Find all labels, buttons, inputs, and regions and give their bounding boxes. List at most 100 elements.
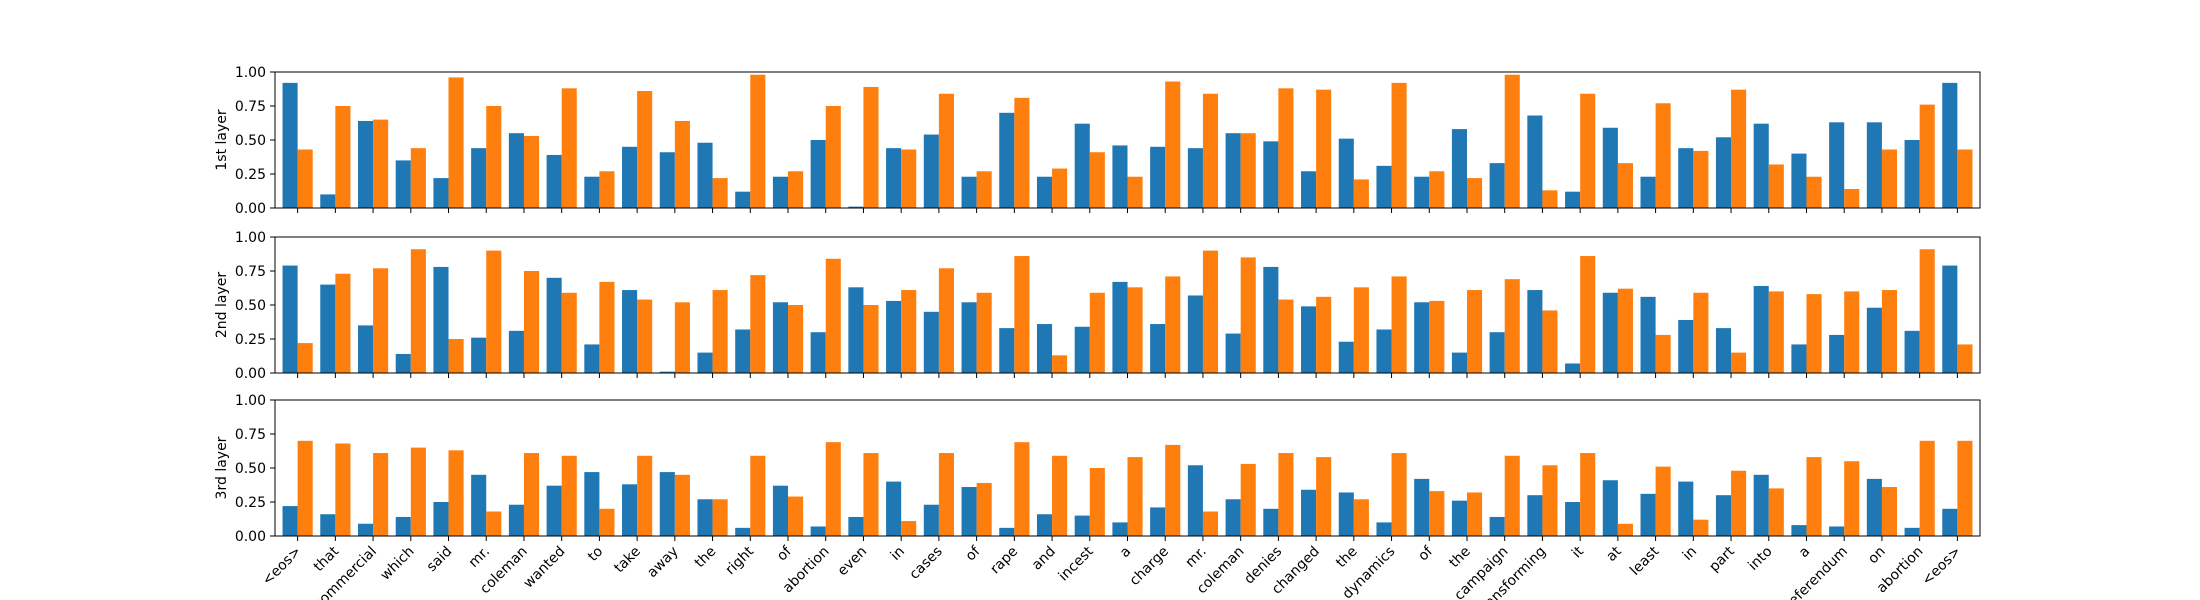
- bar-p1-s1-30: [1414, 176, 1430, 208]
- bar-p2-s2-13: [788, 305, 804, 373]
- bar-p2-s1-28: [1338, 341, 1354, 373]
- bar-p3-s2-7: [561, 455, 577, 536]
- bar-p1-s2-3: [410, 148, 426, 208]
- x-tick-label: of: [774, 543, 796, 565]
- y-tick-label: 0.00: [235, 366, 266, 382]
- bar-p1-s2-35: [1617, 163, 1633, 208]
- bar-p1-s2-7: [561, 88, 577, 208]
- bar-p1-s1-10: [659, 152, 675, 208]
- bar-p1-s1-42: [1866, 122, 1882, 208]
- x-tick-label: take: [611, 544, 644, 577]
- bar-p3-s1-2: [357, 523, 374, 536]
- x-tick-label: the: [1446, 544, 1474, 572]
- y-tick-label: 0.25: [235, 167, 266, 183]
- panel-2: 0.00 0.25 0.50 0.75 1.00 2nd layer: [214, 230, 1981, 382]
- bar-p1-s1-13: [772, 176, 789, 208]
- bar-p1-s1-21: [1074, 123, 1090, 208]
- bar-p3-s2-44: [1957, 440, 1973, 536]
- bar-p3-s2-27: [1316, 457, 1332, 536]
- bar-p1-s2-2: [373, 119, 389, 208]
- bar-p2-s2-18: [976, 292, 992, 373]
- bar-p3-s1-37: [1678, 481, 1694, 536]
- bar-p1-s2-28: [1353, 179, 1369, 208]
- bar-p2-s1-5: [471, 337, 487, 373]
- bar-p2-s1-18: [961, 302, 977, 373]
- x-tick-label: even: [835, 544, 871, 580]
- bar-p1-s1-7: [546, 154, 562, 208]
- bar-p3-s2-2: [373, 453, 389, 536]
- bar-p3-s2-32: [1504, 455, 1520, 536]
- bar-p3-s2-9: [637, 455, 653, 536]
- x-tick-label: said: [424, 544, 456, 576]
- bar-p2-s1-40: [1791, 344, 1807, 373]
- bar-p2-s2-42: [1881, 290, 1898, 373]
- bar-p3-s1-1: [320, 514, 336, 536]
- bar-p3-s2-0: [297, 440, 313, 536]
- bar-p1-s2-39: [1768, 164, 1784, 208]
- bar-p1-s1-4: [433, 178, 449, 208]
- bar-p1-s2-29: [1391, 82, 1407, 208]
- bar-p2-s1-15: [848, 287, 864, 373]
- bar-p3-s1-41: [1829, 526, 1845, 536]
- bar-p1-s1-44: [1942, 82, 1958, 208]
- bar-p2-s1-16: [886, 300, 902, 373]
- bar-p1-s2-23: [1165, 81, 1181, 208]
- x-tick-label: least: [1627, 543, 1663, 579]
- bar-p3-s1-7: [546, 485, 562, 536]
- bar-p2-s1-38: [1715, 328, 1732, 373]
- bar-p1-s1-18: [961, 176, 977, 208]
- bar-p1-s2-25: [1240, 133, 1256, 208]
- bar-p2-s1-37: [1678, 319, 1694, 373]
- bar-p3-s1-19: [999, 527, 1015, 536]
- x-tick-label: referendum: [1782, 544, 1851, 600]
- bar-p1-s2-43: [1919, 104, 1935, 208]
- bar-p1-s2-33: [1542, 190, 1558, 208]
- bar-p3-s2-6: [523, 453, 540, 536]
- bar-p3-s1-25: [1225, 499, 1241, 536]
- bar-p2-s2-5: [486, 250, 502, 373]
- bar-p2-s1-0: [282, 265, 298, 373]
- bar-p3-s2-17: [938, 453, 954, 536]
- bar-p2-s1-1: [320, 284, 336, 373]
- bar-p1-s1-32: [1489, 163, 1505, 208]
- bar-p3-s1-35: [1602, 480, 1618, 536]
- bar-p1-s1-34: [1565, 191, 1581, 208]
- x-tick-label: a: [1117, 544, 1134, 561]
- bar-p3-s1-30: [1414, 478, 1430, 536]
- bar-p2-s2-25: [1240, 257, 1256, 373]
- bar-p3-s1-28: [1338, 492, 1354, 536]
- bar-p3-s1-36: [1640, 493, 1656, 536]
- bar-p1-s1-11: [697, 142, 713, 208]
- bar-p1-s2-36: [1655, 103, 1671, 208]
- bar-p1-s1-36: [1640, 176, 1656, 208]
- y-tick-label: 0.25: [235, 495, 266, 511]
- bar-p3-s1-12: [735, 527, 751, 536]
- bar-p2-s2-34: [1580, 256, 1596, 373]
- bar-p2-s1-31: [1451, 352, 1467, 373]
- bar-p3-s1-26: [1263, 508, 1279, 536]
- y-tick-label: 0.75: [235, 427, 266, 443]
- bar-p1-s2-14: [825, 106, 841, 208]
- bar-p1-s2-34: [1580, 93, 1596, 208]
- bar-p1-s1-24: [1187, 148, 1203, 208]
- x-tick-label: which: [377, 544, 417, 584]
- bar-p3-s1-16: [886, 481, 902, 536]
- bar-p3-s2-28: [1353, 499, 1369, 536]
- x-tick-label: to: [585, 544, 606, 565]
- bar-p2-s2-15: [863, 305, 879, 373]
- bar-p3-s1-14: [810, 526, 826, 536]
- x-tick-label: incest: [1056, 543, 1097, 584]
- bar-p3-s2-13: [788, 496, 804, 536]
- x-tick-label: wanted: [520, 544, 568, 592]
- x-tick-label: a: [1796, 544, 1813, 561]
- bar-p1-s2-11: [712, 178, 728, 208]
- bar-p1-s2-9: [637, 91, 653, 208]
- bar-p1-s2-37: [1693, 150, 1709, 208]
- bar-p3-s2-24: [1202, 511, 1219, 536]
- bar-p2-s1-35: [1602, 292, 1618, 373]
- bar-p1-s1-5: [471, 148, 487, 208]
- bar-p2-s1-26: [1263, 266, 1279, 373]
- bar-p2-s1-42: [1866, 307, 1882, 373]
- bar-p2-s2-26: [1278, 299, 1294, 373]
